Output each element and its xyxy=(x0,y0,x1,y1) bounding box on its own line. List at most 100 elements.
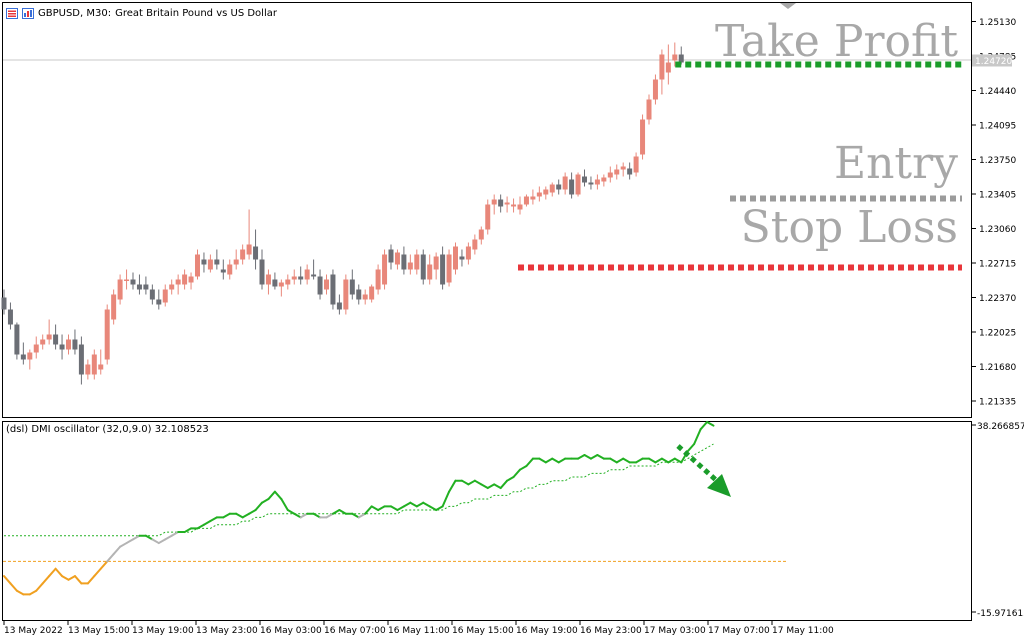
candle-body xyxy=(201,259,207,265)
one-click-trading-icon[interactable] xyxy=(6,7,18,19)
oscillator-main-segment xyxy=(409,501,418,508)
oscillator-main-segment xyxy=(209,516,218,523)
oscillator-main-segment xyxy=(157,538,167,545)
candle-body xyxy=(1,297,7,310)
time-tick-label: 16 May 07:00 xyxy=(324,626,386,636)
candle-body xyxy=(33,344,39,353)
oscillator-main-segment xyxy=(41,575,51,585)
oscillator-main-segment xyxy=(577,454,586,460)
candle-body xyxy=(485,204,491,230)
candle-body xyxy=(111,294,117,320)
candle-body xyxy=(556,184,562,190)
candle-body xyxy=(240,249,246,260)
oscillator-main-segment xyxy=(119,542,128,548)
oscillator-main-segment xyxy=(615,457,625,464)
price-tick-label: 1.22715 xyxy=(979,260,1016,270)
candle-body xyxy=(652,79,658,100)
candle-body xyxy=(20,354,26,360)
time-tick-label: 17 May 03:00 xyxy=(644,626,706,636)
oscillator-main-segment xyxy=(54,567,64,578)
oscillator-main-segment xyxy=(93,567,102,578)
candle-body xyxy=(607,172,613,178)
indicator-panel-frame xyxy=(2,421,972,621)
candle-body xyxy=(78,344,84,375)
candle-body xyxy=(46,334,52,340)
oscillator-main-segment xyxy=(415,501,425,508)
candle-body xyxy=(214,259,220,265)
oscillator-main-segment xyxy=(506,476,515,482)
oscillator-main-segment xyxy=(667,457,676,464)
candle-body xyxy=(433,256,439,270)
oscillator-main-segment xyxy=(144,534,154,541)
candle-body xyxy=(427,264,433,280)
price-tick-label: 1.22370 xyxy=(979,294,1016,304)
candle-body xyxy=(614,169,620,175)
candle-body xyxy=(620,166,626,170)
candle-body xyxy=(53,334,59,345)
candle-body xyxy=(678,54,684,63)
candle-body xyxy=(362,294,368,300)
candle-body xyxy=(588,182,594,185)
indicator-label: (dsl) DMI oscillator (32,0,9.0) 32.10852… xyxy=(6,424,209,435)
oscillator-main-segment xyxy=(331,509,341,515)
candle-body xyxy=(124,279,130,281)
oscillator-main-segment xyxy=(338,509,347,515)
candle-body xyxy=(401,254,407,270)
entry-label: Entry xyxy=(834,138,958,189)
oscillator-main-segment xyxy=(241,512,251,519)
candle-body xyxy=(491,199,497,205)
candle-body xyxy=(459,256,465,260)
oscillator-main-segment xyxy=(551,457,560,464)
candle-body xyxy=(646,99,652,120)
candle-body xyxy=(72,339,78,350)
oscillator-main-segment xyxy=(132,534,141,541)
oscillator-main-segment xyxy=(525,457,534,468)
candle-body xyxy=(188,276,194,283)
chevron-down-icon xyxy=(780,3,796,9)
candle-body xyxy=(601,177,607,182)
depth-of-market-icon[interactable] xyxy=(22,7,34,19)
oscillator-main-segment xyxy=(202,520,212,526)
candle-body xyxy=(375,269,381,290)
oscillator-main-segment xyxy=(396,505,405,512)
oscillator-main-segment xyxy=(693,428,702,446)
candle-body xyxy=(265,274,271,285)
candle-body xyxy=(272,279,278,287)
oscillator-main-segment xyxy=(357,512,367,519)
oscillator-main-segment xyxy=(183,527,193,534)
candle-body xyxy=(304,269,310,280)
oscillator-main-segment xyxy=(499,479,509,490)
candle-body xyxy=(517,204,523,210)
oscillator-main-segment xyxy=(67,575,76,581)
candle-body xyxy=(143,284,149,290)
price-tick-label: 1.22025 xyxy=(979,329,1016,339)
candle-body xyxy=(453,246,458,270)
oscillator-main-segment xyxy=(686,443,696,453)
oscillator-main-segment xyxy=(706,420,715,427)
price-tick-label: 1.23750 xyxy=(979,156,1016,166)
oscillator-main-segment xyxy=(673,457,683,464)
time-tick-label: 13 May 19:00 xyxy=(132,626,194,636)
candle-body xyxy=(569,179,575,195)
price-tick-label: 1.21680 xyxy=(979,363,1016,373)
candle-body xyxy=(640,119,646,155)
candle-body xyxy=(278,282,284,287)
oscillator-main-segment xyxy=(377,505,386,512)
time-tick-label: 13 May 15:00 xyxy=(68,626,130,636)
price-tick-label: 1.24095 xyxy=(979,122,1016,132)
oscillator-main-segment xyxy=(99,560,109,570)
candle-body xyxy=(311,274,317,277)
candle-body xyxy=(130,279,136,285)
candle-body xyxy=(472,239,478,250)
time-tick-label: 16 May 03:00 xyxy=(260,626,322,636)
candle-body xyxy=(478,229,484,240)
oscillator-main-segment xyxy=(422,501,431,508)
candle-body xyxy=(175,279,181,285)
indicator-axis-top: 38.266857 xyxy=(977,422,1024,432)
oscillator-main-segment xyxy=(473,479,483,486)
candle-body xyxy=(562,176,568,190)
oscillator-main-segment xyxy=(286,509,296,515)
oscillator-main-segment xyxy=(35,582,44,592)
